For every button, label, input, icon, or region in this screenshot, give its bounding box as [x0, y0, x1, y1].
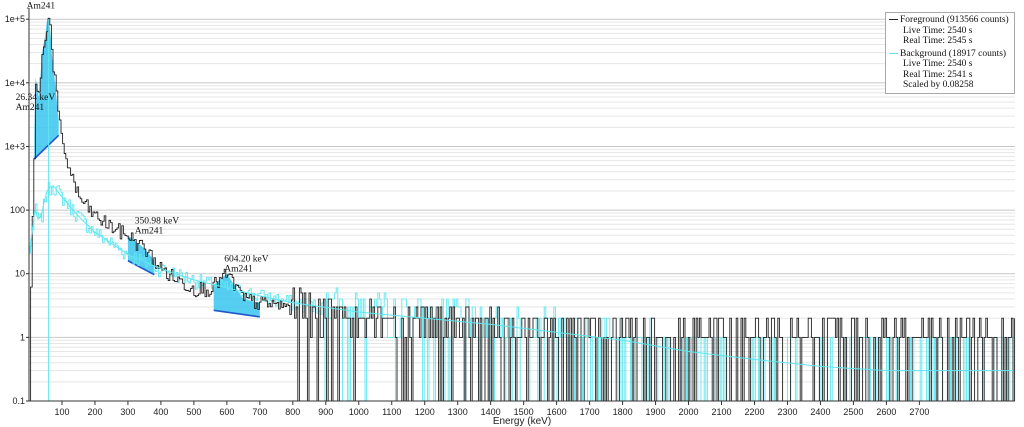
x-tick-label: 1700: [580, 407, 600, 417]
x-tick-label: 2400: [810, 407, 830, 417]
legend-label-foreground: Foreground (913566 counts): [900, 15, 1009, 25]
peak-fill-3: [213, 273, 260, 317]
y-tick-label: 1e+4: [5, 78, 25, 88]
peak-label-nuclide: Am241: [27, 2, 56, 12]
x-tick-label: 100: [54, 407, 69, 417]
legend: Foreground (913566 counts) Live Time: 25…: [885, 12, 1015, 94]
y-tick-label: 0.1: [12, 396, 25, 406]
x-tick-label: 2100: [711, 407, 731, 417]
y-tick-label: 100: [10, 205, 25, 215]
x-tick-label: 1500: [514, 407, 534, 417]
x-tick-label: 400: [153, 407, 168, 417]
x-tick-label: 800: [285, 407, 300, 417]
legend-entry-background: Background (18917 counts): [889, 49, 1011, 60]
peak-label-energy: 26.34 keV: [16, 93, 56, 103]
legend-background-scaled: Scaled by 0.08258: [903, 80, 974, 90]
y-tick-label: 1e+3: [5, 141, 25, 151]
legend-label-background: Background (18917 counts): [900, 48, 1007, 59]
peak-label-nuclide: Am241: [135, 226, 164, 236]
x-tick-label: 2500: [843, 407, 863, 417]
peak-label-energy: 604.20 keV: [224, 255, 268, 265]
legend-background-real-time: Real Time: 2541 s: [903, 69, 973, 80]
x-tick-label: 2200: [744, 407, 764, 417]
x-tick-label: 1000: [349, 407, 369, 417]
x-tick-label: 2600: [876, 407, 896, 417]
legend-entry-foreground: Foreground (913566 counts): [889, 15, 1011, 26]
legend-swatch-background: [889, 52, 898, 54]
series-trend-background: [28, 185, 1013, 372]
x-tick-label: 2300: [777, 407, 797, 417]
legend-foreground-real-time: Real Time: 2545 s: [903, 36, 973, 46]
peak-label-nuclide: Am241: [16, 103, 45, 113]
x-tick-label: 300: [120, 407, 135, 417]
x-tick-label: 1300: [448, 407, 468, 417]
legend-swatch-foreground: [889, 19, 898, 21]
y-tick-label: 10: [15, 269, 25, 279]
x-tick-label: 200: [87, 407, 102, 417]
y-tick-label: 1e+5: [5, 14, 25, 24]
grid-layer: [29, 18, 1015, 402]
series-line-background: [29, 181, 1015, 402]
peak-continuum-1: [33, 134, 60, 160]
x-tick-label: 2700: [909, 407, 929, 417]
x-tick-label: 500: [186, 407, 201, 417]
x-tick-label: 1400: [481, 407, 501, 417]
x-tick-label: 700: [252, 407, 267, 417]
x-tick-label: 1100: [382, 407, 401, 417]
x-tick-label: 2000: [679, 407, 699, 417]
x-tick-label: 900: [318, 407, 333, 417]
peak-continuum-2: [127, 260, 155, 276]
peak-fill-1: [34, 17, 59, 159]
x-tick-label: 1200: [415, 407, 435, 417]
x-axis-title: Energy (keV): [493, 416, 551, 427]
peak-label-nuclide: Am241: [224, 265, 253, 275]
peak-label-energy: 59.54 keV: [27, 0, 67, 2]
legend-background-live-time: Live Time: 2540 s: [903, 59, 973, 69]
axis-layer: 0.1 1 10 100 1e+3 1e+4 1e+5 100 200 300 400 500 600 7…: [5, 8, 1015, 417]
peak-label-energy: 350.98 keV: [135, 216, 179, 226]
y-tick-label: 1: [20, 332, 25, 342]
peak-continuum-3: [213, 309, 260, 318]
x-tick-label: 600: [219, 407, 234, 417]
x-tick-label: 1600: [547, 407, 567, 417]
x-tick-label: 1800: [613, 407, 633, 417]
x-tick-label: 1900: [646, 407, 666, 417]
legend-foreground-live-time: Live Time: 2540 s: [903, 25, 973, 36]
